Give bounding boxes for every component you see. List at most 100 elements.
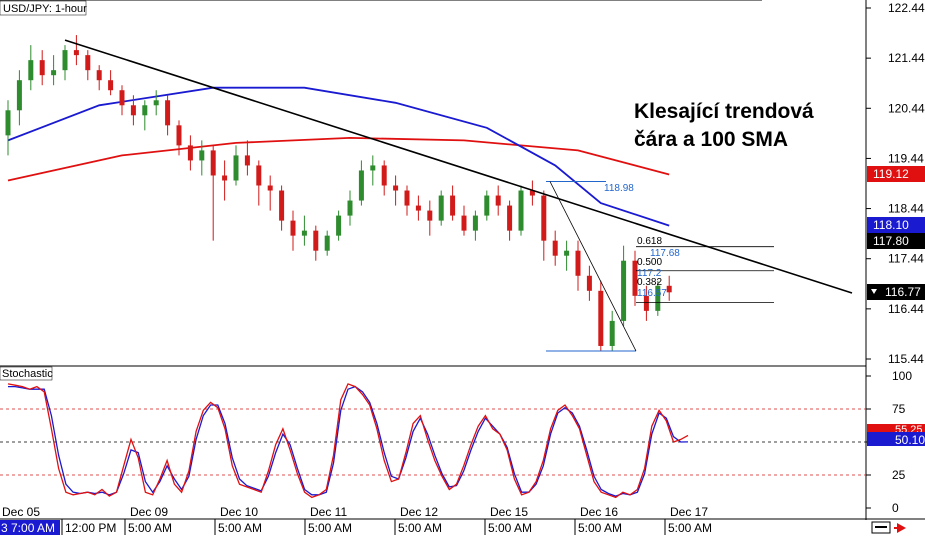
candle-body [564,250,570,256]
time-sub-label: 12:00 PM [65,521,116,535]
candle-body [472,215,478,231]
candle-body [632,260,638,296]
trendline [64,39,853,294]
candle-body [256,165,262,186]
price-tick-label: 117.44 [888,252,924,266]
candle-body [5,110,11,136]
symbol-label: USD/JPY: 1-hour [3,3,87,15]
badge-sma100: 118.10 [867,217,925,233]
descending-trendline [64,39,853,294]
time-sub-label: 5:00 AM [128,521,172,535]
candle-body [598,290,604,346]
sma-100-line [7,86,670,227]
price-tick-label: 120.44 [888,101,925,115]
stoch-tick-label: 25 [892,468,906,482]
candle-body [518,190,524,231]
svg-text:119.12: 119.12 [873,167,909,181]
time-sub-label: 5:00 AM [668,521,712,535]
time-sub-label: 5:00 AM [578,521,622,535]
stochastic-lines [7,383,689,499]
candle-body [176,125,182,146]
candle-body [233,155,239,181]
time-sub-label: 5:00 AM [218,521,262,535]
candle-body [621,260,627,321]
fib-label: 0.618 [637,236,662,247]
candle-body [404,190,410,206]
price-tick-label: 118.44 [888,202,924,216]
svg-text:50.10: 50.10 [895,433,925,447]
time-sub-label: 5:00 AM [488,521,532,535]
candle-body [575,250,581,276]
price-tick-label: 122.44 [888,1,925,15]
candle-body [643,295,649,311]
badge-sma200: 119.12 [867,166,925,182]
candle-body [393,185,399,191]
candle-body [301,230,307,236]
annotation-line-1: Klesající trendová [634,100,814,123]
time-day-label: Dec 09 [130,505,168,519]
candle-body [39,60,45,76]
candle-body [165,100,171,126]
candle-body [336,215,342,236]
stoch-tick-label: 100 [892,369,912,383]
sma-200-line [7,136,670,182]
svg-text:116.77: 116.77 [885,285,921,299]
candle-body [130,105,136,116]
time-day-label: Dec 10 [220,505,258,519]
scroll-icon[interactable] [871,521,891,534]
time-day-label: Dec 15 [490,505,528,519]
time-sub-label: 3 7:00 AM [1,521,55,535]
candle-body [187,145,193,161]
candle-body [461,215,467,231]
candle-body [210,150,216,176]
price-axis: 122.44 121.44 120.44 119.44 118.44 117.44 116.… [866,1,925,366]
current-time-marker [0,520,60,535]
time-day-label: Dec 17 [670,505,708,519]
candle-body [222,175,228,181]
fib-label: 117.2 [637,268,662,279]
candle-body [415,205,421,211]
candle-body [119,90,125,106]
fib-label: 118.98 [604,183,634,194]
stoch-tick-label: 75 [892,402,906,416]
stoch-tick-label: 0 [892,501,899,515]
candle-body [96,70,102,81]
time-sub-label: 5:00 AM [398,521,442,535]
time-day-label: Dec 12 [400,505,438,519]
candle-body [16,80,22,111]
svg-text:118.10: 118.10 [873,218,909,232]
candle-body [609,320,615,346]
badge-current-price: 116.77 [867,284,925,300]
price-tick-label: 121.44 [888,51,925,65]
candle-body [507,205,513,231]
candle-body [85,55,91,71]
goto-end-icon[interactable] [894,523,906,533]
candle-body [324,235,330,251]
time-axis: Dec 05 Dec 09 Dec 10 Dec 11 Dec 12 Dec 15 Dec … [0,505,712,535]
time-day-label: Dec 11 [310,505,347,519]
price-tick-label: 116.44 [888,302,924,316]
candle-body [438,195,444,221]
sma-100 [7,86,670,227]
annotation-line-2: čára a 100 SMA [634,128,788,151]
badge-stoch-blue: 50.10 [867,432,925,447]
candle-body [666,285,672,293]
candle-body [267,185,273,191]
candle-body [541,195,547,241]
candle-body [244,155,250,166]
candlesticks [5,35,672,351]
sma-200 [7,136,670,182]
stoch-k-line [7,383,689,499]
fib-label: 116.57 [637,288,667,299]
candle-body [358,170,364,201]
svg-text:117.80: 117.80 [873,234,909,248]
badge-level: 117.80 [867,233,925,249]
price-tick-label: 115.44 [888,352,924,366]
candle-body [73,50,79,56]
fib-label: 117.68 [650,248,680,259]
candle-body [108,80,114,91]
candle-body [552,240,558,256]
candle-body [28,60,34,81]
